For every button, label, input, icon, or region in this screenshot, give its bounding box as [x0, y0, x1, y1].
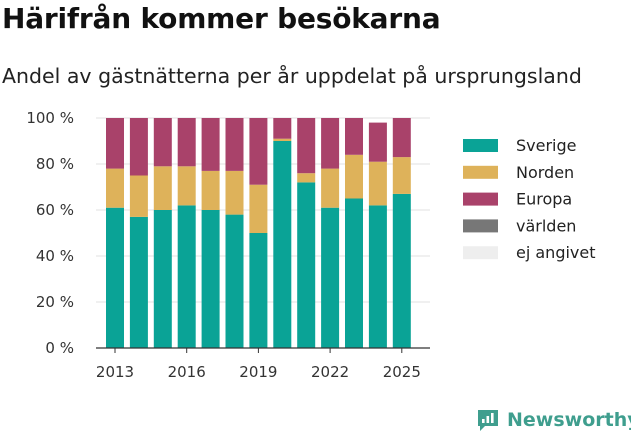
- bar-segment: [177, 166, 196, 206]
- bar-segment: [153, 210, 172, 348]
- bar-segment: [345, 198, 363, 348]
- bar-segment: [129, 216, 148, 348]
- bar-segment: [129, 118, 148, 176]
- newsworthy-logo-icon: [478, 410, 498, 431]
- y-axis-tick-labels: 0 % 20 % 40 % 60 % 80 % 100 %: [26, 109, 74, 357]
- bar-segment: [225, 214, 244, 348]
- chart-title: Härifrån kommer besökarna: [2, 2, 441, 35]
- bar-segment: [368, 122, 387, 162]
- x-axis: 2013 2016 2019 2022 2025: [96, 347, 430, 381]
- bar-segment: [297, 182, 316, 348]
- bar-segment: [201, 118, 220, 171]
- y-tick-label: 40 %: [36, 247, 74, 265]
- bar-segment: [225, 170, 244, 215]
- bar-segment: [297, 173, 316, 183]
- x-tick-label: 2016: [168, 363, 206, 381]
- bar-segment: [153, 118, 172, 167]
- bar-segment: [225, 118, 244, 171]
- bar-segment: [345, 118, 363, 155]
- legend-label: Norden: [516, 163, 574, 182]
- x-tick-label: 2019: [239, 363, 277, 381]
- x-tick-label: 2025: [383, 363, 421, 381]
- bar-segment: [249, 118, 268, 185]
- legend-label: världen: [516, 216, 576, 235]
- brand-name: Newsworthy: [507, 409, 631, 431]
- bar-segment: [129, 175, 148, 217]
- bar-segment: [201, 170, 220, 210]
- bar-segment: [177, 205, 196, 348]
- legend-label: Sverige: [516, 136, 577, 155]
- bar-segment: [321, 118, 340, 169]
- y-tick-label: 100 %: [26, 109, 74, 127]
- brand-logo: Newsworthy: [475, 407, 631, 433]
- x-tick-label: 2022: [311, 363, 349, 381]
- legend-swatch: [463, 219, 498, 233]
- bar-segment: [368, 205, 387, 348]
- bar-segment: [392, 118, 411, 158]
- legend-swatch: [463, 192, 498, 206]
- bar-segment: [345, 154, 363, 199]
- bar-segment: [321, 168, 340, 208]
- legend-swatch: [463, 139, 498, 152]
- y-tick-label: 20 %: [36, 293, 74, 311]
- bar-segment: [249, 233, 268, 348]
- bar-segment: [321, 207, 340, 348]
- bar-segment: [177, 118, 196, 167]
- x-tick-label: 2013: [96, 363, 134, 381]
- bar-segment: [106, 207, 124, 348]
- chart-subtitle: Andel av gästnätterna per år uppdelat på…: [2, 64, 582, 88]
- legend-swatch: [463, 246, 498, 260]
- bar-segment: [201, 210, 220, 348]
- legend: Sverige Norden Europa världen ej angivet: [463, 136, 596, 262]
- legend-label: ej angivet: [516, 243, 596, 262]
- bar-segment: [297, 118, 316, 174]
- y-tick-label: 60 %: [36, 201, 74, 219]
- bar-segment: [249, 184, 268, 233]
- bar-segment: [106, 118, 124, 169]
- bar-segment: [273, 118, 292, 139]
- legend-label: Europa: [516, 190, 572, 209]
- bar-segment: [106, 168, 124, 208]
- bar-segment: [392, 157, 411, 194]
- bar-segment: [368, 161, 387, 206]
- bars: [106, 118, 411, 348]
- bar-segment: [273, 141, 292, 348]
- bar-segment: [273, 138, 292, 141]
- legend-swatch: [463, 165, 498, 179]
- bar-segment: [153, 166, 172, 210]
- y-tick-label: 0 %: [45, 339, 74, 357]
- bar-segment: [392, 193, 411, 348]
- y-tick-label: 80 %: [36, 155, 74, 173]
